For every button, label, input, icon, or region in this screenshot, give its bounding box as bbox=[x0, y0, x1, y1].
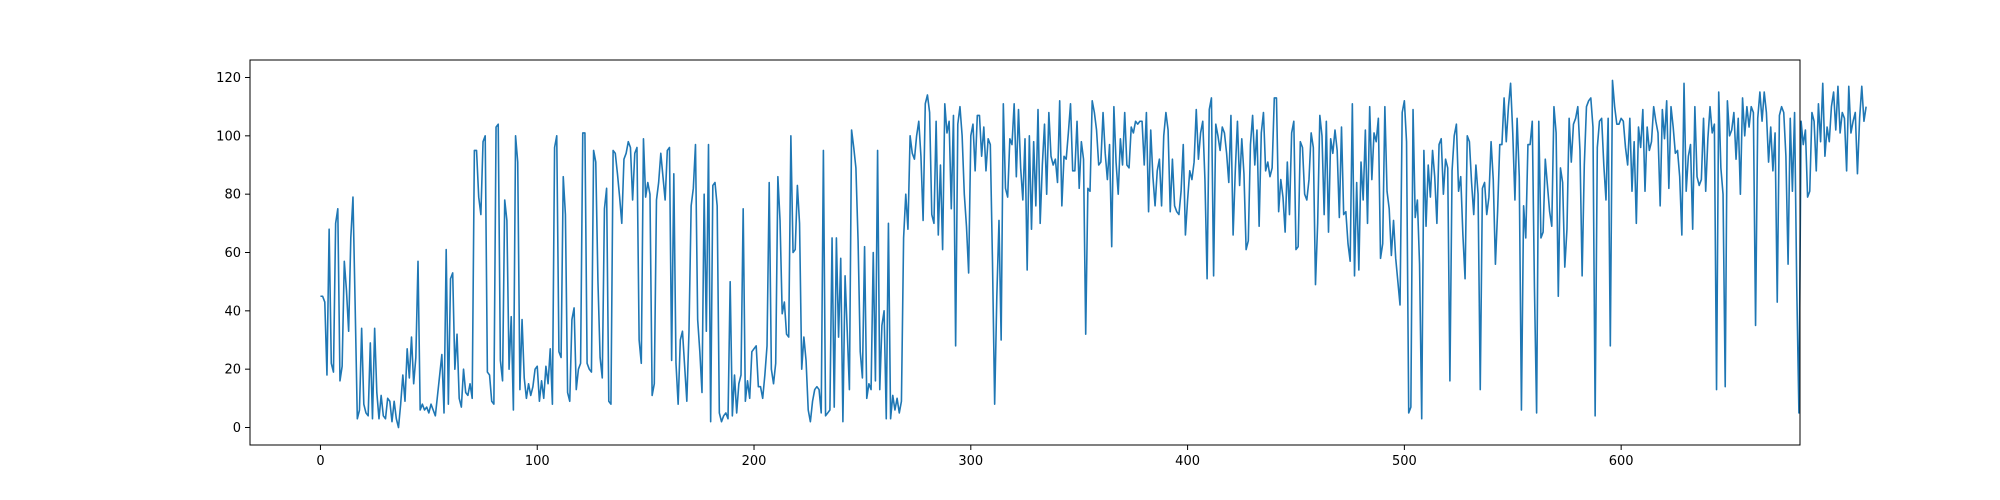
plot-area bbox=[320, 79, 1867, 429]
y-axis: 0 20 40 60 80 100 120 bbox=[216, 71, 250, 436]
x-axis: 0 100 200 300 400 500 600 bbox=[316, 445, 1634, 469]
x-tick-label: 300 bbox=[958, 454, 983, 469]
x-tick-label: 400 bbox=[1175, 454, 1200, 469]
y-tick-label: 0 bbox=[233, 421, 241, 436]
y-tick-label: 60 bbox=[224, 246, 241, 261]
y-tick-label: 100 bbox=[216, 129, 241, 144]
x-tick-label: 500 bbox=[1392, 454, 1417, 469]
x-tick-label: 100 bbox=[525, 454, 550, 469]
axes-frame bbox=[249, 59, 1801, 446]
x-tick-label: 600 bbox=[1609, 454, 1634, 469]
x-tick-label: 200 bbox=[742, 454, 767, 469]
y-tick-label: 40 bbox=[224, 304, 241, 319]
series-line-0 bbox=[320, 79, 1867, 429]
x-tick-label: 0 bbox=[316, 454, 324, 469]
y-tick-label: 20 bbox=[224, 363, 241, 378]
y-tick-label: 80 bbox=[224, 188, 241, 203]
y-tick-label: 120 bbox=[216, 71, 241, 86]
